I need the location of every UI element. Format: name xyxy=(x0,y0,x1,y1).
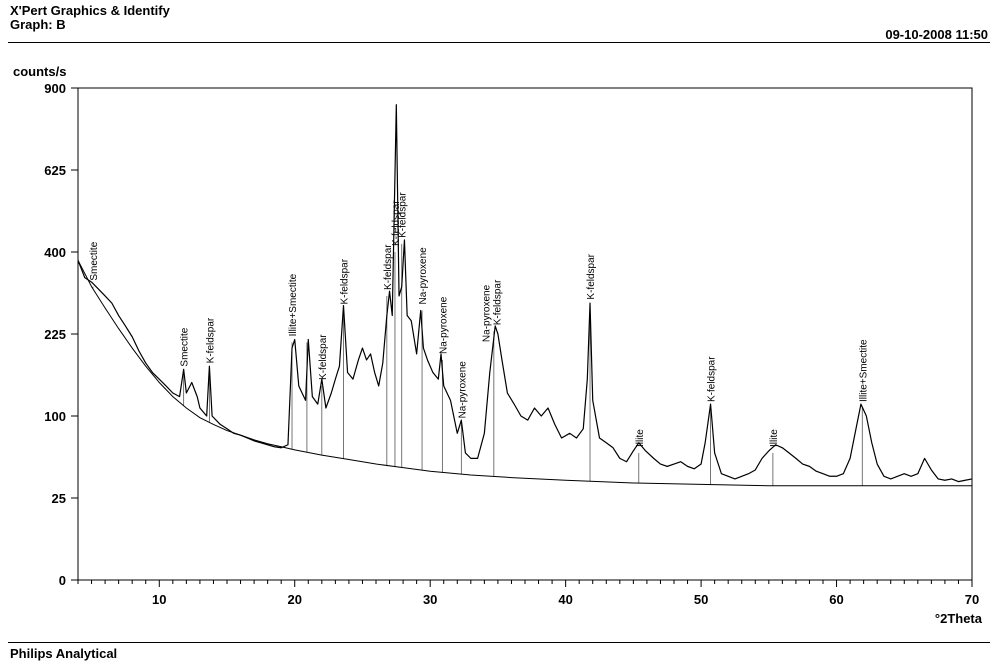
peak-label: Smectite xyxy=(89,241,100,280)
x-tick-label: 60 xyxy=(829,592,843,607)
peak-label: K-feldspar xyxy=(318,334,329,380)
y-tick-label: 900 xyxy=(44,81,66,96)
background-curve xyxy=(77,260,972,487)
peak-label: K-feldspar xyxy=(339,258,350,304)
x-tick-label: 20 xyxy=(287,592,301,607)
y-tick-label: 625 xyxy=(44,163,66,178)
peak-label: Illite+Smectite xyxy=(858,339,869,402)
x-tick-label: 50 xyxy=(694,592,708,607)
y-tick-label: 0 xyxy=(59,573,66,588)
app-title: X'Pert Graphics & Identify xyxy=(10,3,170,18)
peak-label: K-feldspar xyxy=(391,200,402,246)
peak-label: Illite+Smectite xyxy=(288,273,299,336)
peak-label: Smectite xyxy=(180,327,191,366)
timestamp: 09-10-2008 11:50 xyxy=(885,27,988,42)
peak-label: K-feldspar xyxy=(398,192,409,238)
x-tick-label: 40 xyxy=(558,592,572,607)
peak-label: Na-pyroxene xyxy=(418,247,429,305)
peak-label: K-feldspar xyxy=(205,317,216,363)
peak-label: K-feldspar xyxy=(493,279,504,325)
graph-label: Graph: B xyxy=(10,17,66,32)
peak-label: Na-pyroxene xyxy=(482,284,493,342)
footer-company: Philips Analytical xyxy=(10,646,118,661)
footer-divider xyxy=(8,642,990,643)
header-divider xyxy=(8,42,990,43)
x-tick-label: 10 xyxy=(152,592,166,607)
y-tick-label: 225 xyxy=(44,327,66,342)
y-axis-label: counts/s xyxy=(13,64,66,79)
peak-label: Illite xyxy=(635,429,646,447)
xrd-chart: 10 20 30 40 50 60 70 0 25 100 225 400 625 900 counts/s… xyxy=(13,64,983,626)
peak-label: Na-pyroxene xyxy=(457,361,468,419)
y-tick-label: 100 xyxy=(44,409,66,424)
diffraction-pattern xyxy=(77,104,973,483)
peak-label: Illite xyxy=(769,429,780,447)
y-tick-label: 400 xyxy=(44,245,66,260)
x-tick-label: 70 xyxy=(965,592,979,607)
x-tick-label: 30 xyxy=(423,592,437,607)
x-axis-label: °2Theta xyxy=(935,611,983,626)
y-tick-label: 25 xyxy=(52,491,66,506)
peak-label: K-feldspar xyxy=(586,253,597,299)
peak-label: Na-pyroxene xyxy=(438,296,449,354)
peak-label: K-feldspar xyxy=(707,356,718,402)
peak-label: K-feldspar xyxy=(383,244,394,290)
